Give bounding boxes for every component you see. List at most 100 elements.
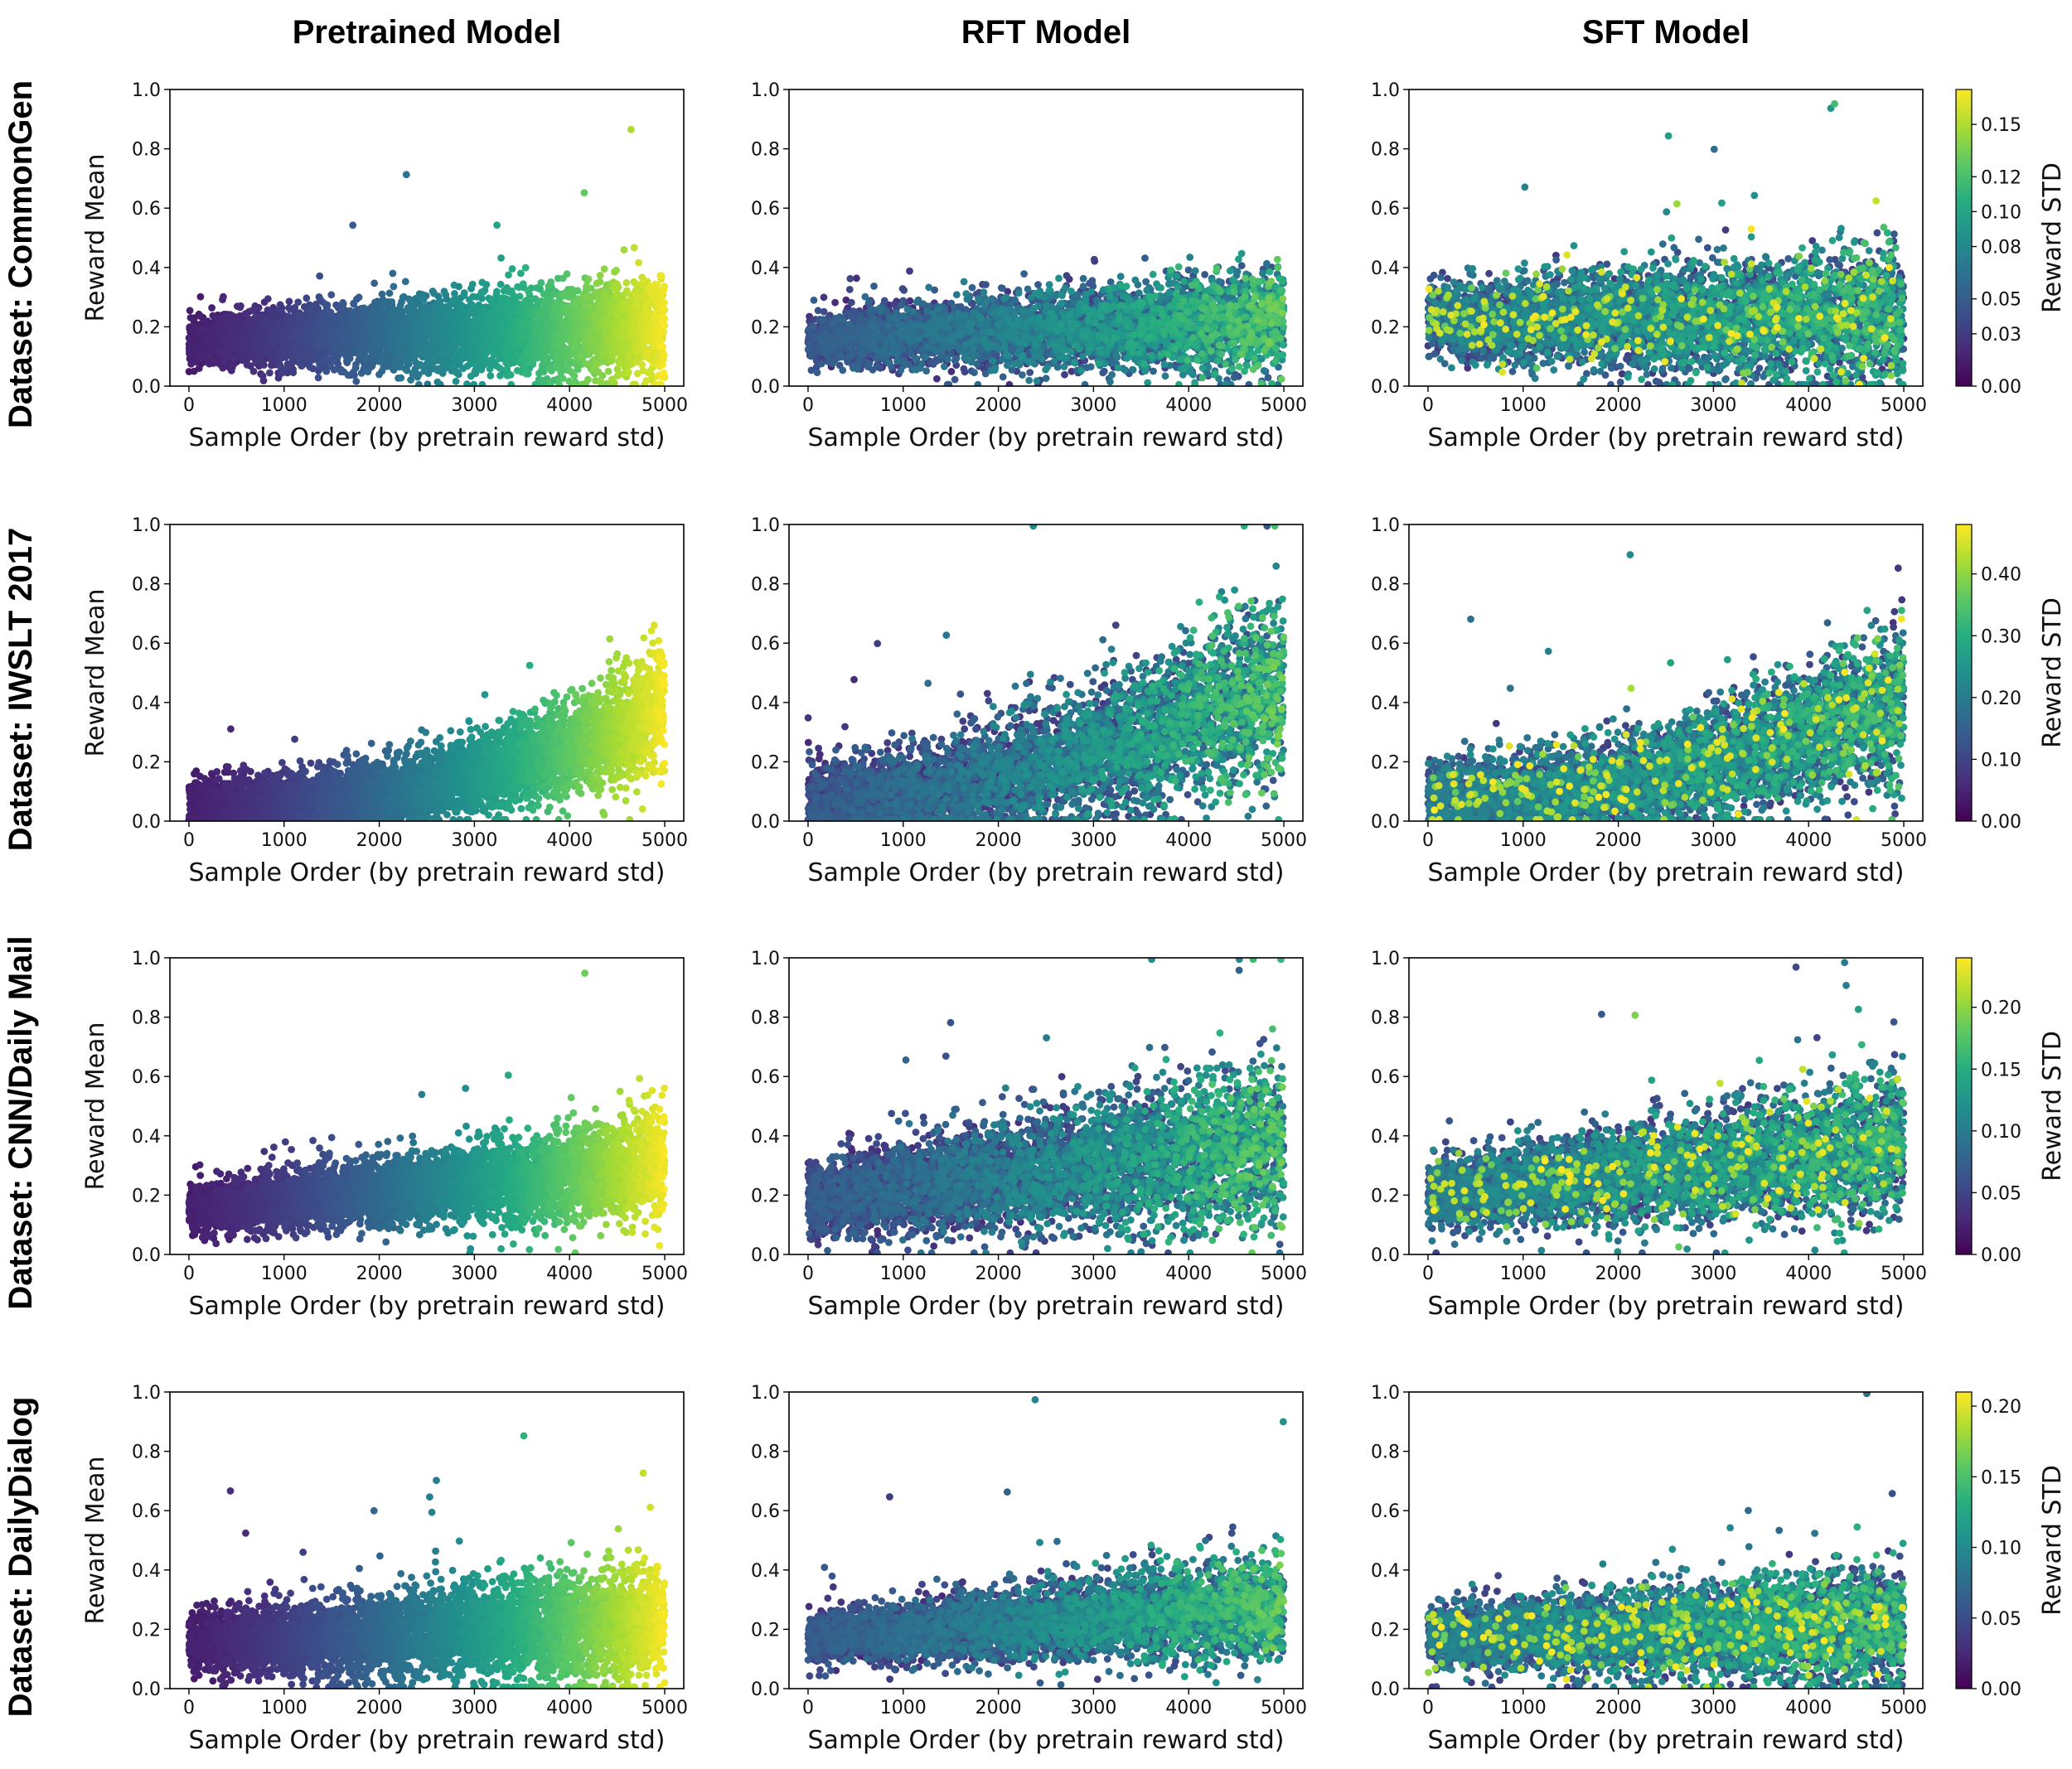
data-point bbox=[498, 294, 506, 302]
data-point bbox=[193, 326, 201, 334]
data-point bbox=[375, 321, 382, 329]
data-point bbox=[585, 292, 593, 300]
data-point bbox=[496, 372, 504, 379]
data-point bbox=[564, 270, 571, 278]
data-point bbox=[420, 297, 428, 304]
data-point bbox=[225, 325, 233, 332]
data-point bbox=[315, 375, 322, 382]
data-point bbox=[269, 309, 277, 317]
data-point bbox=[635, 259, 642, 267]
data-point bbox=[506, 297, 513, 305]
data-point bbox=[186, 307, 194, 314]
data-point bbox=[229, 364, 236, 371]
data-point bbox=[613, 285, 621, 292]
data-point bbox=[221, 358, 229, 365]
data-point bbox=[211, 357, 218, 365]
data-point bbox=[634, 302, 641, 309]
data-point bbox=[422, 345, 429, 352]
data-point bbox=[269, 355, 276, 363]
panels: 0 1000 2000 3000 4000 50000.00.20.40.60.81.0S… bbox=[81, 80, 1927, 1755]
data-point bbox=[399, 310, 406, 317]
row-title: Dataset: IWSLT 2017 bbox=[2, 528, 39, 852]
data-point bbox=[417, 362, 424, 370]
data-point bbox=[286, 297, 293, 305]
data-point bbox=[365, 368, 372, 375]
data-point bbox=[304, 343, 312, 350]
data-point bbox=[363, 356, 370, 364]
data-point bbox=[316, 273, 323, 280]
data-point bbox=[340, 312, 347, 320]
data-point bbox=[307, 314, 314, 321]
data-point bbox=[429, 355, 437, 363]
data-point bbox=[491, 351, 498, 359]
data-point bbox=[507, 371, 515, 379]
data-point bbox=[516, 292, 524, 300]
column-title: RFT Model bbox=[961, 14, 1130, 51]
data-point bbox=[496, 365, 504, 372]
data-point bbox=[256, 357, 264, 365]
data-point bbox=[451, 299, 458, 307]
data-point bbox=[607, 305, 614, 312]
data-point bbox=[307, 306, 315, 313]
data-point bbox=[541, 304, 549, 312]
data-point bbox=[481, 339, 488, 346]
data-point bbox=[361, 304, 368, 312]
data-point bbox=[349, 221, 356, 229]
data-point bbox=[322, 301, 329, 308]
data-point bbox=[575, 319, 583, 326]
data-point bbox=[356, 326, 364, 333]
data-point bbox=[621, 246, 628, 254]
data-point bbox=[570, 372, 578, 379]
data-point bbox=[242, 310, 249, 317]
data-point bbox=[612, 291, 620, 298]
data-point bbox=[249, 307, 256, 314]
data-point bbox=[346, 355, 354, 362]
data-point bbox=[223, 313, 230, 321]
data-point bbox=[482, 348, 490, 355]
data-point bbox=[375, 371, 383, 379]
data-point bbox=[453, 378, 460, 385]
data-point bbox=[273, 324, 280, 331]
data-point bbox=[196, 312, 204, 320]
data-point bbox=[262, 341, 269, 348]
data-point bbox=[616, 360, 623, 367]
data-point bbox=[282, 353, 289, 360]
data-point bbox=[638, 361, 646, 369]
data-point bbox=[464, 363, 472, 370]
data-point bbox=[200, 326, 207, 333]
data-point bbox=[397, 302, 404, 309]
data-point bbox=[643, 377, 651, 384]
row-title: Dataset: CNN/Daily Mail bbox=[2, 935, 39, 1309]
data-point bbox=[307, 364, 314, 371]
data-point bbox=[470, 381, 477, 389]
data-point bbox=[487, 372, 494, 379]
data-point bbox=[581, 381, 588, 389]
data-point bbox=[422, 367, 429, 375]
data-point bbox=[520, 280, 527, 288]
data-point bbox=[197, 293, 205, 301]
data-point bbox=[332, 358, 340, 365]
data-point bbox=[220, 350, 227, 357]
data-point bbox=[597, 377, 604, 384]
row-title: Dataset: DailyDialog bbox=[2, 1397, 39, 1718]
data-point bbox=[469, 281, 477, 288]
data-point bbox=[570, 381, 578, 389]
data-point bbox=[568, 286, 575, 293]
data-point bbox=[341, 321, 348, 329]
data-point bbox=[612, 267, 620, 274]
data-point bbox=[237, 302, 244, 310]
data-point bbox=[608, 357, 615, 365]
data-point bbox=[390, 270, 397, 278]
data-point bbox=[564, 356, 571, 364]
data-point bbox=[259, 372, 267, 379]
data-point bbox=[583, 283, 590, 290]
data-point bbox=[403, 171, 410, 178]
data-point bbox=[517, 270, 525, 278]
data-point bbox=[509, 265, 516, 273]
data-point bbox=[540, 290, 548, 297]
data-point bbox=[289, 369, 297, 376]
data-point bbox=[466, 296, 473, 303]
data-point bbox=[478, 278, 486, 286]
data-point bbox=[402, 278, 409, 285]
data-point bbox=[377, 350, 385, 358]
